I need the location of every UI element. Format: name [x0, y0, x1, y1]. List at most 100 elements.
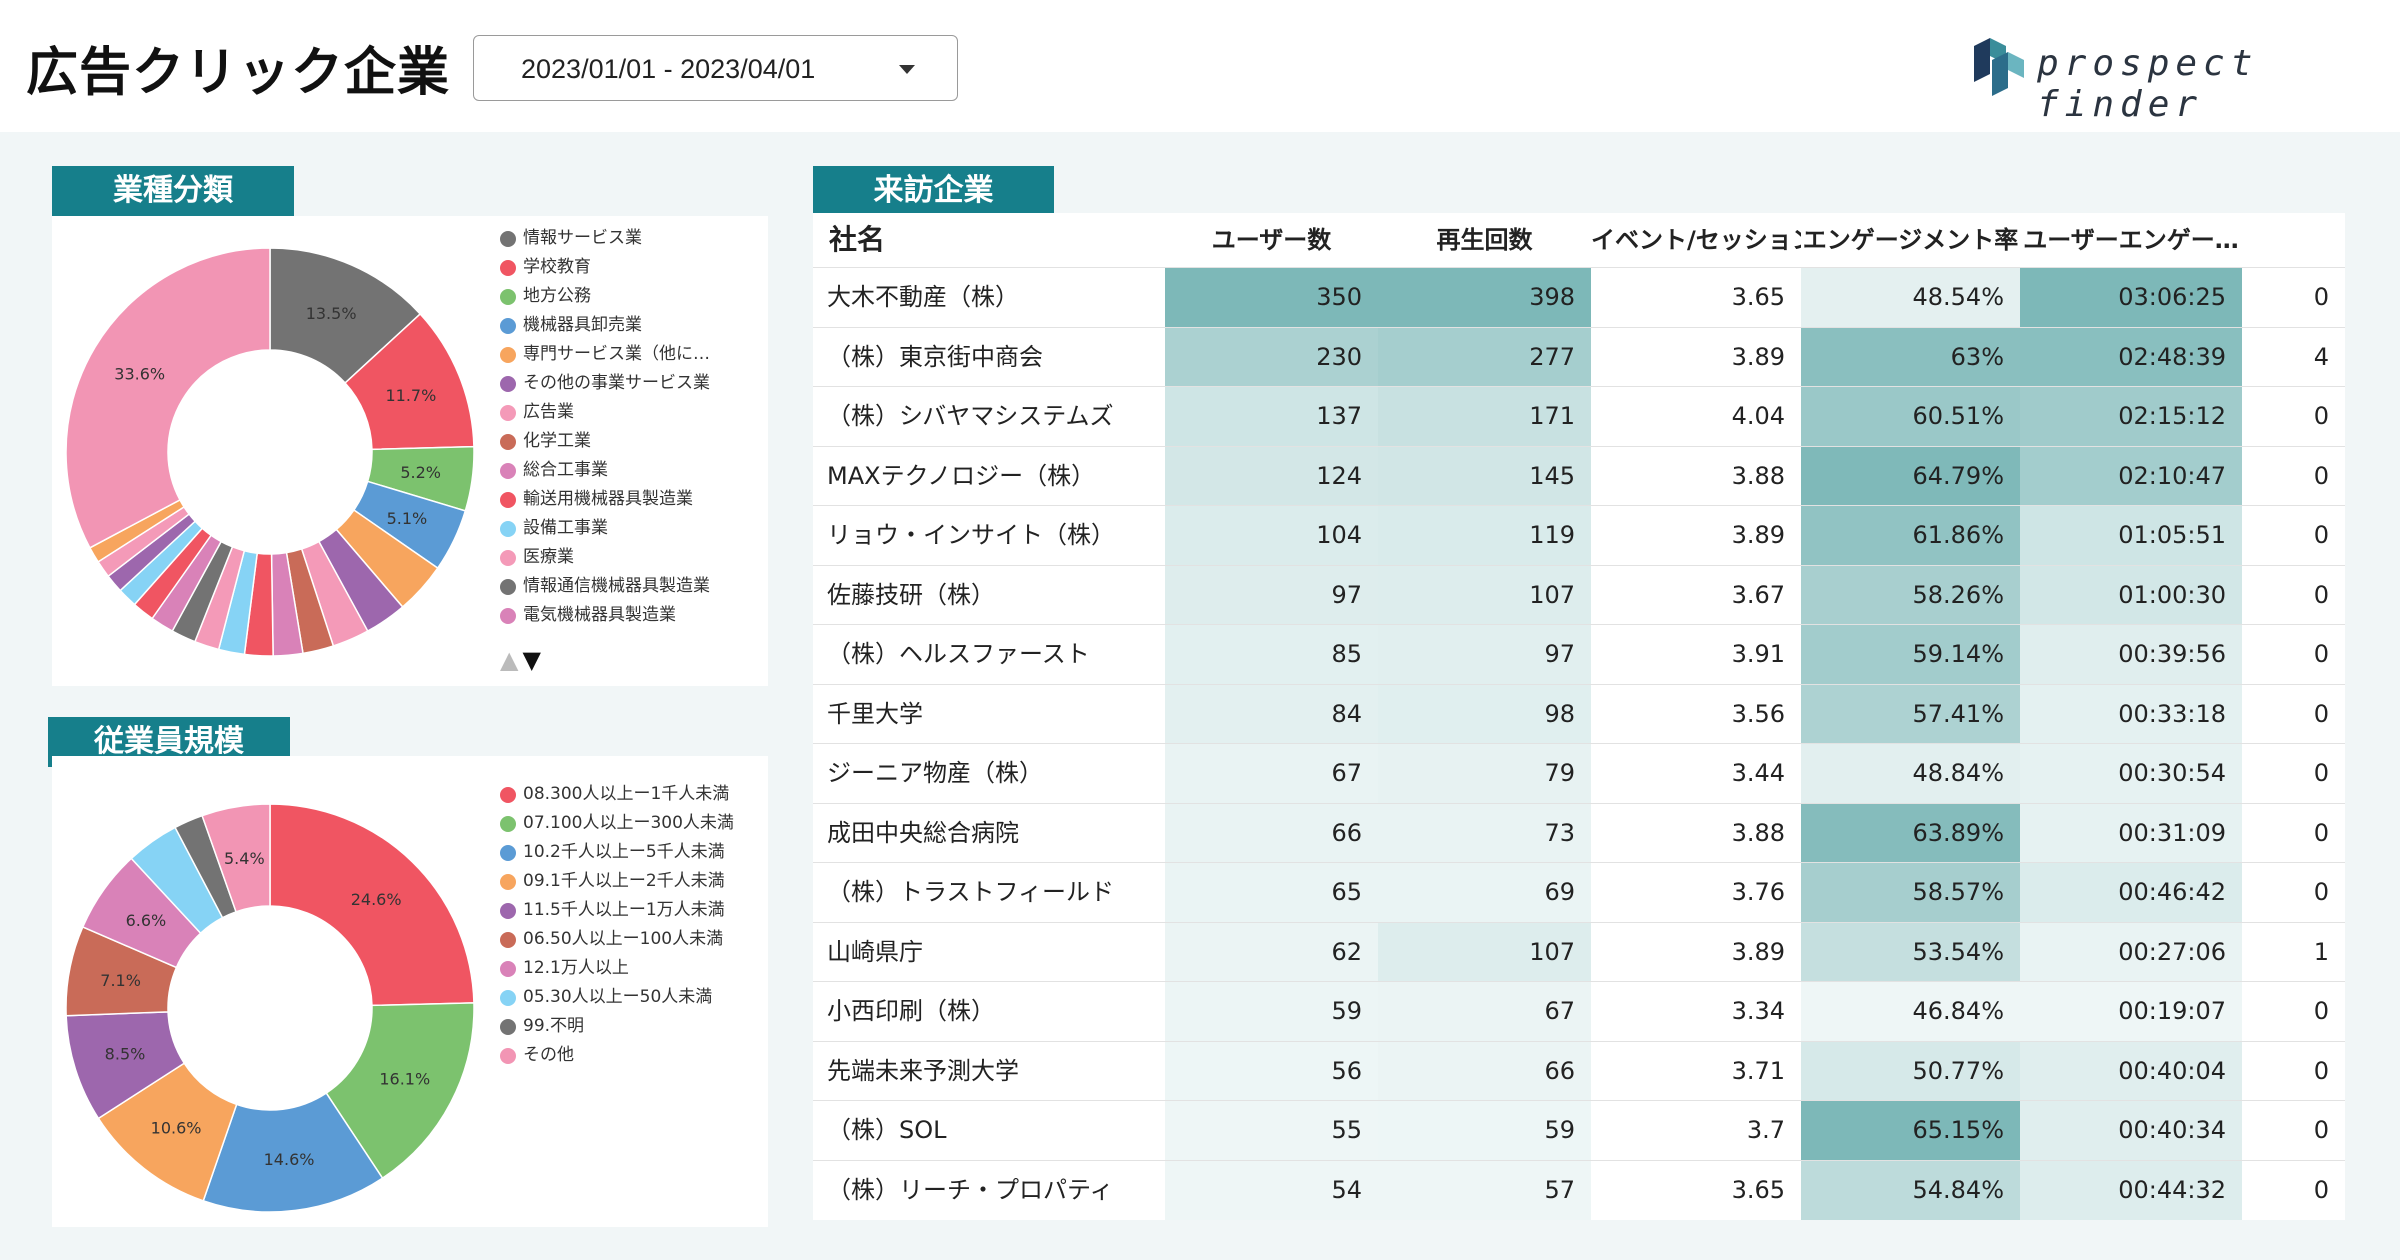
legend-swatch: [500, 347, 516, 363]
table-cell: 65: [1165, 863, 1378, 922]
table-cell: 48.54%: [1801, 268, 2020, 327]
table-cell: 0: [2313, 878, 2329, 906]
company-name-cell: ジーニア物産（株）: [827, 759, 1043, 787]
legend-swatch: [500, 608, 516, 624]
table-cell: 98: [1378, 684, 1591, 744]
table-row[interactable]: 千里大学 84 98 3.56 57.41% 00:33:18 0: [813, 683, 2345, 745]
table-row[interactable]: ジーニア物産（株） 67 79 3.44 48.84% 00:30:54 0: [813, 743, 2345, 804]
table-cell: 63.89%: [1801, 803, 2020, 863]
table-cell: 00:44:32: [2020, 1160, 2242, 1220]
legend-label: 99.不明: [523, 1016, 585, 1036]
table-cell: 57.41%: [1801, 684, 2020, 744]
table-cell: 59: [1165, 982, 1378, 1041]
slice-data-label: 10.6%: [151, 1119, 202, 1138]
legend-swatch: [500, 1019, 516, 1035]
table-cell: 01:05:51: [2020, 506, 2242, 565]
legend-swatch: [500, 903, 516, 919]
company-name-cell: （株）SOL: [827, 1116, 947, 1144]
table-cell: 54.84%: [1801, 1160, 2020, 1220]
table-row[interactable]: 山崎県庁 62 107 3.89 53.54% 00:27:06 1: [813, 921, 2345, 983]
company-name-cell: 大木不動産（株）: [827, 283, 1019, 311]
column-header[interactable]: イベント/セッション: [1591, 226, 1801, 254]
column-header[interactable]: ユーザー数: [1211, 226, 1332, 254]
table-cell: 3.88: [1731, 461, 1785, 490]
table-row[interactable]: （株）トラストフィールド 65 69 3.76 58.57% 00:46:42 0: [813, 862, 2345, 923]
legend-swatch: [500, 492, 516, 508]
slice-data-label: 8.5%: [105, 1045, 146, 1064]
table-cell: 55: [1165, 1101, 1378, 1160]
table-row[interactable]: （株）リーチ・プロパティ 54 57 3.65 54.84% 00:44:32 0: [813, 1159, 2345, 1221]
table-row[interactable]: （株）SOL 55 59 3.7 65.15% 00:40:34 0: [813, 1100, 2345, 1161]
table-cell: 58.57%: [1801, 863, 2020, 922]
pie-slice[interactable]: [269, 803, 475, 1007]
table-cell: 00:46:42: [2020, 863, 2242, 922]
legend-label: 05.30人以上ー50人未満: [523, 987, 713, 1007]
legend-item: その他: [498, 1045, 768, 1065]
column-header[interactable]: 社名: [829, 223, 886, 256]
legend-label: 情報通信機械器具製造業: [523, 576, 710, 596]
legend-item: 12.1万人以上: [498, 958, 768, 978]
pie-slice[interactable]: [325, 1002, 475, 1180]
table-cell: 1: [2313, 937, 2329, 966]
column-header[interactable]: 再生回数: [1436, 226, 1533, 254]
legend-label: 輸送用機械器具製造業: [523, 489, 693, 509]
pie-slice[interactable]: [201, 803, 271, 913]
legend-swatch: [500, 932, 516, 948]
employee-donut-chart: 24.6% 16.1% 14.6% 10.6% 8.5% 7.1% 6.6% 5.4%: [65, 803, 475, 1213]
table-cell: 03:06:25: [2020, 268, 2242, 327]
table-cell: 67: [1165, 744, 1378, 803]
industry-legend: 情報サービス業 学校教育 地方公務 機械器具卸売業 専門サービス業（他に… その他の事業サ…: [498, 228, 763, 634]
table-row[interactable]: リョウ・インサイト（株） 104 119 3.89 61.86% 01:05:51 0: [813, 505, 2345, 566]
legend-label: 電気機械器具製造業: [523, 605, 676, 625]
pie-slice[interactable]: [65, 247, 271, 549]
column-header[interactable]: [2242, 213, 2345, 267]
legend-next-icon[interactable]: ▼: [522, 646, 541, 674]
legend-label: 08.300人以上ー1千人未満: [523, 784, 730, 804]
legend-swatch: [500, 405, 516, 421]
table-row[interactable]: （株）シバヤマシステムズ 137 171 4.04 60.51% 02:15:12 0: [813, 386, 2345, 447]
table-cell: 02:10:47: [2020, 446, 2242, 506]
table-header: 社名 ユーザー数 再生回数 イベント/セッション エンゲージメント率 ユーザーエンゲー…: [813, 213, 2345, 267]
legend-item: 医療業: [498, 547, 763, 567]
legend-pager: ▲ ▼: [500, 646, 541, 674]
employee-chart-panel: 24.6% 16.1% 14.6% 10.6% 8.5% 7.1% 6.6% 5.4% 08.…: [52, 756, 768, 1227]
legend-swatch: [500, 816, 516, 832]
table-row[interactable]: 成田中央総合病院 66 73 3.88 63.89% 00:31:09 0: [813, 802, 2345, 864]
table-cell: 54: [1165, 1160, 1378, 1220]
legend-item: 07.100人以上ー300人未満: [498, 813, 768, 833]
column-header[interactable]: エンゲージメント率: [1802, 226, 2019, 254]
table-cell: 84: [1165, 684, 1378, 744]
table-cell: 137: [1165, 387, 1378, 446]
table-row[interactable]: 佐藤技研（株） 97 107 3.67 58.26% 01:00:30 0: [813, 564, 2345, 626]
company-name-cell: （株）ヘルスファースト: [827, 640, 1090, 668]
table-cell: 0: [2313, 699, 2329, 728]
date-range-picker[interactable]: 2023/01/01 - 2023/04/01: [473, 35, 958, 101]
legend-label: 医療業: [523, 547, 574, 567]
table-row[interactable]: （株）東京街中商会 230 277 3.89 63% 02:48:39 4: [813, 326, 2345, 388]
legend-label: 設備工事業: [523, 518, 608, 538]
legend-label: 地方公務: [523, 286, 591, 306]
visitors-table: 社名 ユーザー数 再生回数 イベント/セッション エンゲージメント率 ユーザーエンゲー… …: [813, 213, 2345, 1220]
table-row[interactable]: 小西印刷（株） 59 67 3.34 46.84% 00:19:07 0: [813, 981, 2345, 1042]
legend-item: 化学工業: [498, 431, 763, 451]
slice-data-label: 7.1%: [100, 971, 141, 990]
table-cell: 3.89: [1731, 521, 1785, 549]
column-header[interactable]: ユーザーエンゲー…: [2023, 226, 2239, 254]
table-cell: 3.7: [1746, 1116, 1785, 1144]
table-row[interactable]: 先端未来予測大学 56 66 3.71 50.77% 00:40:04 0: [813, 1040, 2345, 1102]
legend-item: 広告業: [498, 402, 763, 422]
table-cell: 398: [1378, 268, 1591, 327]
table-cell: 3.89: [1731, 937, 1785, 966]
table-row[interactable]: （株）ヘルスファースト 85 97 3.91 59.14% 00:39:56 0: [813, 624, 2345, 685]
table-cell: 3.71: [1731, 1056, 1785, 1085]
table-cell: 64.79%: [1801, 446, 2020, 506]
table-row[interactable]: 大木不動産（株） 350 398 3.65 48.54% 03:06:25 0: [813, 267, 2345, 328]
table-row[interactable]: MAXテクノロジー（株） 124 145 3.88 64.79% 02:10:47 0: [813, 445, 2345, 507]
company-name-cell: （株）リーチ・プロパティ: [827, 1175, 1114, 1204]
legend-prev-icon[interactable]: ▲: [500, 646, 519, 674]
legend-swatch: [500, 318, 516, 334]
legend-label: 化学工業: [523, 431, 591, 451]
table-cell: 0: [2313, 580, 2329, 609]
company-name-cell: （株）トラストフィールド: [827, 878, 1115, 906]
table-cell: 171: [1378, 387, 1591, 446]
